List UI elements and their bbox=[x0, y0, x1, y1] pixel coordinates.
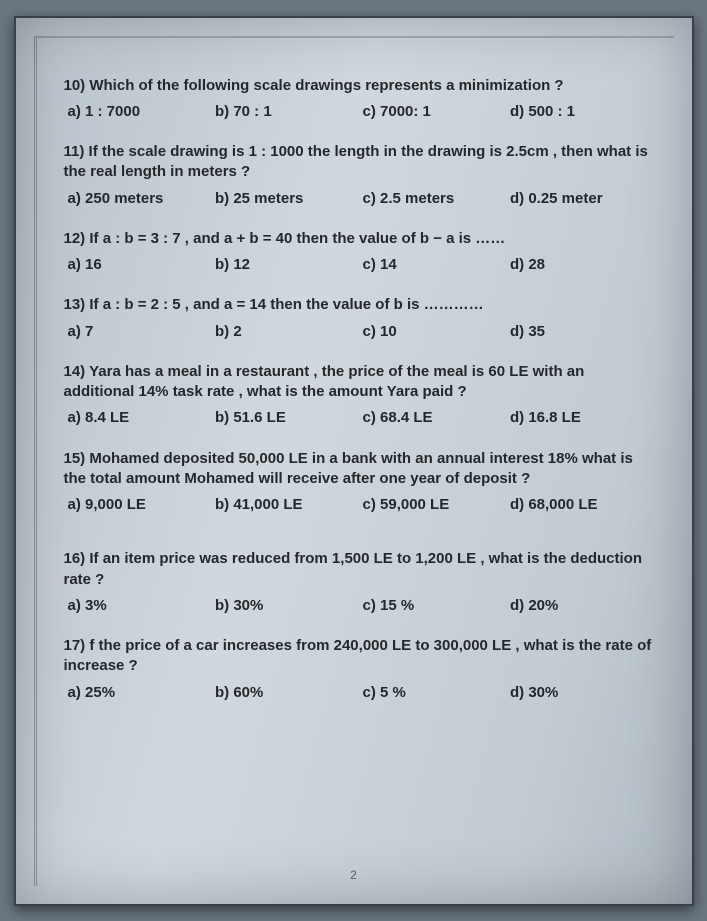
question-16: 16) If an item price was reduced from 1,… bbox=[64, 549, 658, 616]
option-a: a) 7 bbox=[68, 322, 216, 342]
question-number: 11) bbox=[64, 143, 85, 160]
option-a: a) 9,000 LE bbox=[68, 495, 216, 515]
page-number: 2 bbox=[350, 867, 357, 883]
question-text: If an item price was reduced from 1,500 … bbox=[64, 550, 643, 587]
question-number: 17) bbox=[64, 637, 86, 654]
question-text: Mohamed deposited 50,000 LE in a bank wi… bbox=[64, 450, 633, 487]
option-a: a) 3% bbox=[68, 596, 216, 616]
option-a: a) 8.4 LE bbox=[68, 408, 216, 428]
option-a: a) 1 : 7000 bbox=[68, 102, 216, 122]
options: a) 1 : 7000 b) 70 : 1 c) 7000: 1 d) 500 … bbox=[64, 102, 658, 122]
question-text: f the price of a car increases from 240,… bbox=[64, 637, 652, 674]
options: a) 25% b) 60% c) 5 % d) 30% bbox=[64, 683, 658, 703]
question-text: If a : b = 3 : 7 , and a + b = 40 then t… bbox=[89, 230, 505, 247]
option-a: a) 250 meters bbox=[68, 189, 216, 209]
options: a) 250 meters b) 25 meters c) 2.5 meters… bbox=[64, 189, 658, 209]
option-c: c) 7000: 1 bbox=[363, 102, 511, 122]
question-stem: 13) If a : b = 2 : 5 , and a = 14 then t… bbox=[64, 295, 658, 315]
question-12: 12) If a : b = 3 : 7 , and a + b = 40 th… bbox=[64, 229, 658, 276]
question-number: 10) bbox=[64, 77, 86, 94]
option-d: d) 16.8 LE bbox=[510, 408, 658, 428]
question-17: 17) f the price of a car increases from … bbox=[64, 636, 658, 703]
option-d: d) 500 : 1 bbox=[510, 102, 658, 122]
question-number: 12) bbox=[64, 230, 86, 247]
option-b: b) 25 meters bbox=[215, 189, 363, 209]
question-stem: 15) Mohamed deposited 50,000 LE in a ban… bbox=[64, 449, 658, 490]
question-stem: 14) Yara has a meal in a restaurant , th… bbox=[64, 362, 658, 403]
question-number: 16) bbox=[64, 550, 86, 567]
options: a) 3% b) 30% c) 15 % d) 20% bbox=[64, 596, 658, 616]
question-number: 14) bbox=[64, 363, 86, 380]
option-c: c) 5 % bbox=[363, 683, 511, 703]
option-b: b) 70 : 1 bbox=[215, 102, 363, 122]
option-b: b) 51.6 LE bbox=[215, 408, 363, 428]
options: a) 16 b) 12 c) 14 d) 28 bbox=[64, 255, 658, 275]
question-10: 10) Which of the following scale drawing… bbox=[64, 76, 658, 123]
option-b: b) 12 bbox=[215, 255, 363, 275]
option-b: b) 30% bbox=[215, 596, 363, 616]
option-d: d) 30% bbox=[510, 683, 658, 703]
option-d: d) 0.25 meter bbox=[510, 189, 658, 209]
option-b: b) 60% bbox=[215, 683, 363, 703]
question-14: 14) Yara has a meal in a restaurant , th… bbox=[64, 362, 658, 429]
option-d: d) 35 bbox=[510, 322, 658, 342]
question-text: Which of the following scale drawings re… bbox=[89, 77, 563, 94]
option-b: b) 2 bbox=[215, 322, 363, 342]
question-text: Yara has a meal in a restaurant , the pr… bbox=[64, 363, 585, 400]
option-c: c) 68.4 LE bbox=[363, 408, 511, 428]
options: a) 8.4 LE b) 51.6 LE c) 68.4 LE d) 16.8 … bbox=[64, 408, 658, 428]
question-text: If the scale drawing is 1 : 1000 the len… bbox=[64, 143, 648, 180]
question-13: 13) If a : b = 2 : 5 , and a = 14 then t… bbox=[64, 295, 658, 342]
option-b: b) 41,000 LE bbox=[215, 495, 363, 515]
option-a: a) 25% bbox=[68, 683, 216, 703]
question-text: If a : b = 2 : 5 , and a = 14 then the v… bbox=[89, 296, 483, 313]
option-c: c) 59,000 LE bbox=[363, 495, 511, 515]
options: a) 7 b) 2 c) 10 d) 35 bbox=[64, 322, 658, 342]
question-15: 15) Mohamed deposited 50,000 LE in a ban… bbox=[64, 449, 658, 516]
option-d: d) 68,000 LE bbox=[510, 495, 658, 515]
question-11: 11) If the scale drawing is 1 : 1000 the… bbox=[64, 142, 658, 209]
option-c: c) 14 bbox=[363, 255, 511, 275]
option-d: d) 28 bbox=[510, 255, 658, 275]
question-stem: 10) Which of the following scale drawing… bbox=[64, 76, 658, 96]
question-number: 15) bbox=[64, 450, 86, 467]
question-stem: 16) If an item price was reduced from 1,… bbox=[64, 549, 658, 590]
question-stem: 12) If a : b = 3 : 7 , and a + b = 40 th… bbox=[64, 229, 658, 249]
option-c: c) 15 % bbox=[363, 596, 511, 616]
exam-page: 10) Which of the following scale drawing… bbox=[14, 16, 694, 906]
options: a) 9,000 LE b) 41,000 LE c) 59,000 LE d)… bbox=[64, 495, 658, 515]
question-stem: 17) f the price of a car increases from … bbox=[64, 636, 658, 677]
option-a: a) 16 bbox=[68, 255, 216, 275]
question-number: 13) bbox=[64, 296, 86, 313]
question-stem: 11) If the scale drawing is 1 : 1000 the… bbox=[64, 142, 658, 183]
option-c: c) 2.5 meters bbox=[363, 189, 511, 209]
option-c: c) 10 bbox=[363, 322, 511, 342]
option-d: d) 20% bbox=[510, 596, 658, 616]
